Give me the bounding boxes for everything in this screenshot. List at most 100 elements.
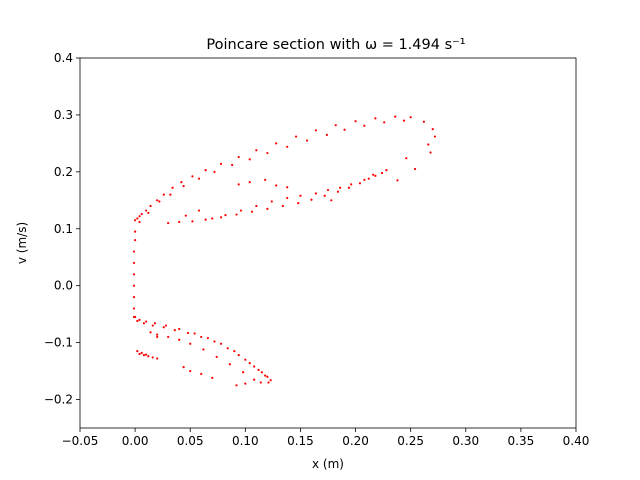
data-point (429, 151, 432, 154)
data-point (326, 188, 330, 192)
data-point (224, 214, 227, 217)
y-axis-ticks: −0.2 −0.1 0.0 0.1 0.2 0.3 0.4 (44, 51, 80, 407)
data-point (264, 374, 267, 377)
data-point (294, 135, 298, 138)
data-point (200, 372, 203, 376)
plot-area-frame (79, 57, 577, 429)
x-tick-label: 0.20 (342, 434, 369, 448)
data-point (363, 124, 366, 127)
data-point (162, 193, 165, 196)
data-point (145, 209, 148, 212)
data-point (156, 199, 159, 202)
data-point (394, 115, 397, 118)
data-point (138, 220, 141, 224)
data-point (138, 215, 141, 218)
x-axis-ticks: −0.05 0.00 0.05 0.10 0.15 0.20 0.25 0.30 0.35 0.4… (62, 428, 590, 448)
data-point (299, 194, 302, 197)
data-point (178, 338, 181, 341)
data-point (343, 128, 346, 131)
data-point (372, 173, 375, 176)
y-tick-label: −0.2 (44, 393, 73, 407)
data-point (213, 170, 216, 173)
data-point (260, 371, 263, 374)
data-point (286, 145, 289, 148)
data-point (255, 149, 258, 152)
data-point (270, 200, 273, 203)
data-point (253, 378, 256, 381)
x-tick-label: 0.00 (122, 434, 149, 448)
data-point (336, 190, 340, 193)
data-point (156, 357, 159, 360)
y-tick-label: 0.3 (54, 108, 73, 122)
data-point (136, 217, 139, 220)
data-point (253, 365, 256, 368)
x-axis-label: x (m) (312, 457, 344, 471)
data-point (431, 128, 434, 131)
data-point (233, 350, 236, 353)
data-point (286, 186, 289, 189)
data-point (151, 356, 154, 359)
y-tick-label: 0.2 (54, 165, 73, 179)
data-point (162, 326, 165, 329)
data-point (140, 351, 143, 354)
data-point (350, 183, 353, 186)
data-point (374, 117, 377, 120)
data-point (242, 371, 245, 374)
data-point (380, 171, 384, 175)
data-point (213, 340, 216, 343)
data-point (235, 384, 238, 387)
data-point (422, 120, 425, 123)
data-point (354, 120, 357, 123)
data-point (180, 180, 183, 184)
data-point (339, 186, 342, 189)
data-point (358, 182, 362, 185)
data-point (275, 184, 278, 187)
data-point (325, 133, 328, 136)
data-point (367, 177, 370, 180)
data-point (235, 213, 238, 216)
data-point (405, 157, 408, 160)
data-point (147, 355, 150, 358)
data-point (136, 350, 139, 353)
data-point (231, 163, 234, 167)
data-point (147, 211, 150, 214)
data-point (138, 352, 141, 356)
data-point (310, 198, 313, 201)
data-point (323, 194, 326, 197)
data-point (178, 220, 181, 224)
data-point (248, 362, 251, 365)
data-point (305, 139, 309, 142)
data-point (226, 347, 229, 350)
data-point (275, 142, 278, 145)
data-point (173, 328, 176, 332)
data-point (171, 186, 174, 189)
data-point (244, 382, 247, 385)
data-point (264, 178, 267, 181)
data-point (164, 324, 168, 327)
data-point (184, 214, 187, 217)
data-point (140, 212, 143, 216)
chart-title: Poincare section with ω = 1.494 s⁻¹ (206, 37, 465, 53)
data-point (136, 319, 139, 323)
data-point (189, 342, 192, 345)
data-point (167, 221, 170, 225)
data-point (145, 320, 148, 323)
x-tick-label: 0.30 (452, 434, 479, 448)
x-tick-label: 0.40 (563, 434, 590, 448)
data-point (156, 335, 159, 339)
data-point (206, 336, 209, 340)
data-point (169, 193, 172, 196)
data-point (286, 196, 289, 200)
data-point (211, 217, 214, 220)
data-point (228, 363, 231, 366)
data-point (383, 121, 386, 124)
data-point (151, 324, 154, 327)
data-point (182, 365, 185, 369)
data-point (409, 116, 412, 119)
data-point (167, 335, 170, 339)
data-point (197, 209, 201, 212)
data-point (153, 322, 157, 325)
data-point (132, 273, 136, 276)
data-point (267, 381, 270, 384)
